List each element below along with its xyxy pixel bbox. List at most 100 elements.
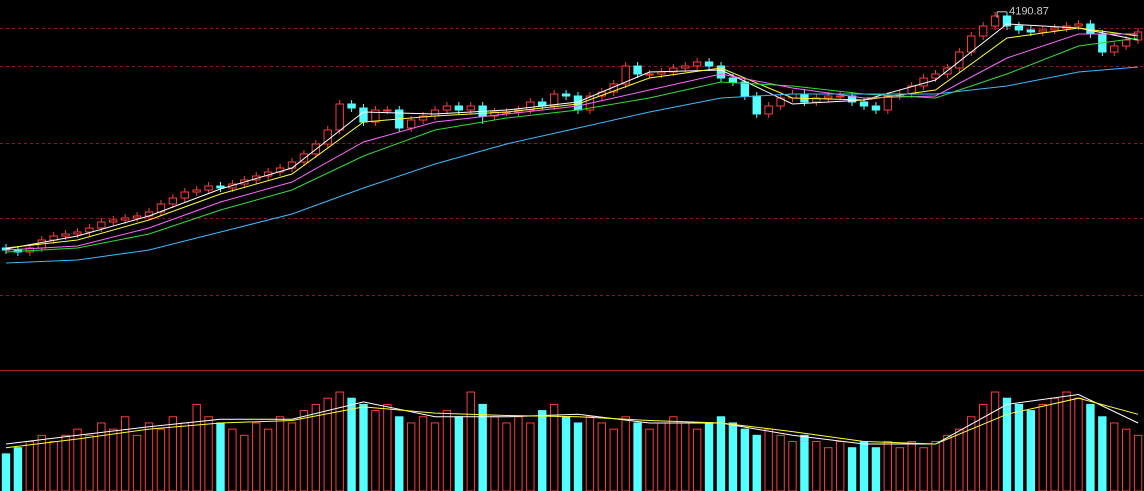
volume-bar: [526, 422, 535, 491]
moving-average-line: [5, 33, 1139, 251]
candle-body: [371, 109, 380, 123]
candle-body: [561, 93, 571, 97]
volume-bar: [1038, 403, 1047, 491]
volume-bar: [228, 428, 237, 491]
volume-bar: [323, 397, 332, 491]
candle-body: [1050, 27, 1059, 31]
candle-body: [692, 61, 702, 67]
candle-body: [406, 119, 416, 129]
candle-body: [466, 105, 475, 111]
candle-body: [704, 61, 714, 67]
volume-bar: [1133, 434, 1143, 491]
volume-bar: [800, 434, 809, 491]
candle-body: [752, 95, 761, 115]
volume-bar: [395, 416, 404, 491]
candle-body: [978, 25, 988, 37]
volume-bar: [871, 447, 881, 491]
volume-bar: [538, 410, 547, 491]
volume-bar: [859, 441, 869, 491]
volume-bar: [704, 422, 714, 491]
volume-bar: [621, 416, 630, 491]
volume-bar: [681, 422, 690, 491]
volume-bar: [633, 422, 642, 491]
volume-bar: [1074, 397, 1083, 491]
volume-bar: [812, 441, 821, 491]
moving-average-line: [5, 27, 1139, 249]
volume-bar: [371, 410, 380, 491]
volume-bar: [263, 428, 273, 491]
volume-bar: [144, 422, 154, 491]
moving-average-line: [5, 23, 1139, 250]
volume-bar: [740, 428, 750, 491]
candle-body: [216, 185, 225, 189]
volume-bar: [61, 434, 70, 491]
volume-bar: [49, 441, 58, 491]
candle-body: [883, 95, 893, 111]
volume-bar: [657, 422, 666, 491]
volume-bar: [585, 416, 595, 491]
candle-body: [1002, 15, 1012, 27]
volume-bar: [1014, 403, 1024, 491]
volume-bar: [1098, 416, 1107, 491]
candle-body: [168, 197, 178, 205]
volume-bar: [919, 447, 928, 491]
volume-bar: [549, 403, 559, 491]
volume-bar: [728, 422, 738, 491]
candle-body: [490, 111, 499, 117]
candle-body: [728, 77, 738, 83]
volume-bar: [442, 410, 452, 491]
candle-body: [1026, 29, 1036, 33]
volume-bar: [883, 441, 893, 491]
volume-bar: [835, 441, 845, 491]
moving-average-line: [5, 66, 1139, 264]
volume-bar: [287, 422, 297, 491]
volume-bar: [692, 428, 702, 491]
volume-bar: [478, 403, 487, 491]
volume-bar: [597, 422, 607, 491]
volume-bar: [776, 434, 785, 491]
volume-bar: [502, 422, 511, 491]
volume-bar: [764, 428, 773, 491]
candle-body: [681, 65, 690, 69]
volume-bar: [359, 403, 368, 491]
volume-bar: [716, 416, 726, 491]
volume-bar: [204, 416, 213, 491]
candle-body: [931, 73, 940, 79]
volume-bar: [13, 447, 23, 491]
volume-bar: [180, 422, 189, 491]
volume-bar: [97, 422, 106, 491]
volume-bar: [252, 422, 261, 491]
volume-bar: [573, 422, 583, 491]
volume-average-line: [5, 393, 1139, 445]
volume-bar: [466, 391, 475, 491]
candle-body: [192, 189, 201, 193]
volume-bar: [1121, 428, 1131, 491]
candle-body: [1074, 23, 1083, 27]
volume-bar: [1110, 422, 1119, 491]
candle-body: [204, 185, 213, 191]
volume-bar: [168, 416, 178, 491]
volume-bar: [967, 416, 976, 491]
volume-bar: [824, 447, 833, 491]
volume-bar: [454, 416, 464, 491]
candle-body: [621, 65, 630, 85]
volume-bar: [299, 410, 309, 491]
volume-bar: [192, 403, 201, 491]
candle-body: [824, 95, 833, 99]
candle-body: [287, 161, 297, 169]
candle-body: [430, 109, 440, 117]
volume-bar: [25, 441, 35, 491]
volume-bar: [240, 434, 249, 491]
candle-body: [109, 219, 118, 223]
volume-bar: [978, 403, 988, 491]
candle-body: [132, 215, 142, 219]
candle-body: [359, 107, 368, 123]
volume-bar: [645, 428, 654, 491]
candle-body: [299, 153, 309, 163]
volume-bar: [955, 428, 964, 491]
candle-body: [120, 217, 130, 221]
candle-body: [645, 73, 654, 76]
candle-body: [73, 231, 82, 235]
candle-body: [180, 191, 189, 199]
